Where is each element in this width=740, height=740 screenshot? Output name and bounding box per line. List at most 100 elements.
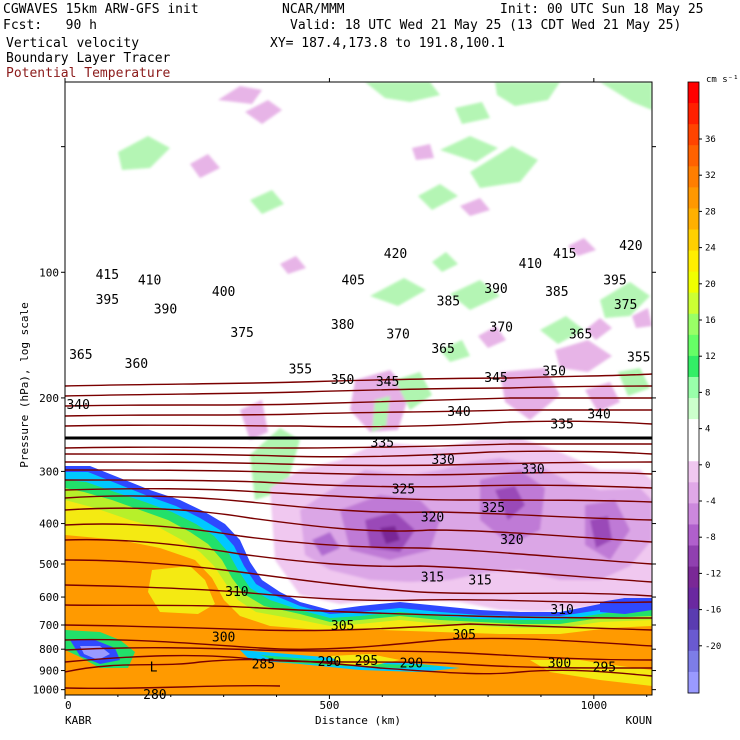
theta-label: 310 [550, 603, 573, 618]
colorbar-label: -4 [705, 497, 716, 507]
theta-label: 415 [96, 268, 119, 283]
colorbar-swatch [688, 229, 699, 252]
colorbar-frame [687, 81, 700, 694]
x-axis-ticks: 0 500 1000 [64, 78, 648, 712]
theta-label: 290 [318, 655, 341, 670]
colorbar-swatch [688, 398, 699, 420]
colorbar-label: 20 [705, 280, 716, 290]
colorbar-label: 0 [705, 461, 710, 471]
colorbar-swatch [688, 313, 699, 336]
colorbar-label: -20 [705, 642, 721, 652]
colorbar-swatch [688, 166, 699, 188]
cross-section-xy: XY= 187.4,173.8 to 191.8,100.1 [270, 36, 505, 51]
colorbar-label: 32 [705, 171, 716, 181]
y-tick-label: 500 [39, 558, 59, 571]
colorbar-label: 36 [705, 135, 716, 145]
colorbar-unit-label: cm s⁻¹ [706, 75, 739, 85]
plot-frame [64, 81, 653, 696]
theta-label: 330 [431, 453, 454, 468]
theta-label: 325 [392, 483, 415, 498]
theta-label: 415 [553, 247, 576, 262]
theta-label: 385 [437, 295, 460, 310]
colorbar-swatch [688, 208, 699, 230]
init-time: Init: 00 UTC Sun 18 May 25 [500, 2, 704, 17]
forecast-hour: Fcst: 90 h [3, 18, 97, 33]
y-tick-label: 300 [39, 465, 59, 478]
theta-label: 325 [482, 501, 505, 516]
theta-label: 420 [619, 239, 642, 254]
valid-time: Valid: 18 UTC Wed 21 May 25 (13 CDT Wed … [290, 18, 682, 33]
colorbar-swatch [688, 440, 699, 462]
theta-label: 395 [603, 273, 626, 288]
theta-label: 375 [230, 326, 253, 341]
field-boundary-layer-tracer: Boundary Layer Tracer [6, 51, 171, 66]
colorbar-swatch [688, 334, 699, 357]
model-title: CGWAVES 15km ARW-GFS init [3, 2, 199, 17]
y-axis-label: Pressure (hPa), log scale [18, 302, 31, 468]
colorbar-label: -12 [705, 569, 721, 579]
theta-label: 290 [400, 656, 423, 671]
colorbar-swatch [688, 461, 699, 483]
theta-label: 355 [289, 362, 312, 377]
y-axis-ticks: 100 200 300 400 500 600 700 800 900 1000 [33, 146, 656, 697]
y-tick-label: 400 [39, 518, 59, 531]
theta-label: 370 [490, 321, 513, 336]
colorbar-swatch [688, 545, 699, 568]
theta-label: 320 [500, 533, 523, 548]
theta-label: 390 [484, 282, 507, 297]
theta-label: 350 [331, 373, 354, 388]
colorbar-label: 12 [705, 352, 716, 362]
theta-label: 370 [386, 327, 409, 342]
x-tick-label: 500 [319, 699, 339, 712]
theta-label: 350 [542, 365, 565, 380]
colorbar-label: 28 [705, 207, 716, 217]
colorbar-swatch [688, 419, 699, 441]
colorbar-swatch [688, 503, 699, 525]
colorbar: 36 32 28 24 20 16 12 8 4 0 -4 -8 -12 -16 -20 [687, 81, 721, 694]
theta-label: 340 [447, 405, 470, 420]
theta-label: 365 [431, 342, 454, 357]
theta-label: 360 [125, 357, 148, 372]
colorbar-label: 16 [705, 316, 716, 326]
start-station-label: KABR [65, 714, 92, 727]
colorbar-swatch [688, 271, 699, 294]
theta-label: 345 [376, 375, 399, 390]
colorbar-label: 24 [705, 244, 716, 254]
theta-label: 395 [96, 293, 119, 308]
y-tick-label: 200 [39, 392, 59, 405]
colorbar-swatch [688, 82, 699, 104]
colorbar-swatch [688, 103, 699, 125]
y-tick-label: 700 [39, 619, 59, 632]
theta-label: 390 [154, 302, 177, 317]
colorbar-label: -8 [705, 533, 716, 543]
theta-label: 365 [569, 327, 592, 342]
theta-label: 295 [593, 660, 616, 675]
y-tick-label: 800 [39, 643, 59, 656]
colorbar-label: 8 [705, 388, 710, 398]
colorbar-swatch [688, 566, 699, 589]
theta-label: 310 [225, 585, 248, 600]
theta-label: 305 [453, 628, 476, 643]
theta-label: 330 [521, 462, 544, 477]
colorbar-swatch [688, 650, 699, 673]
theta-labels: 280 285 290 290 295 295 300 300 305 305 310 310 315 3… [66, 239, 650, 703]
theta-label: 335 [371, 436, 394, 451]
x-tick-label: 0 [65, 699, 72, 712]
theta-label: 420 [384, 247, 407, 262]
theta-label: 285 [252, 657, 275, 672]
colorbar-swatch [688, 629, 699, 652]
theta-label: 340 [587, 408, 610, 423]
colorbar-swatch [688, 145, 699, 167]
colorbar-swatch [688, 187, 699, 209]
colorbar-swatch [688, 376, 699, 399]
theta-label: 300 [212, 630, 235, 645]
theta-label: 295 [355, 654, 378, 669]
theta-label: 320 [421, 511, 444, 526]
colorbar-swatch [688, 482, 699, 504]
org-title: NCAR/MMM [282, 2, 345, 17]
theta-contours [65, 373, 652, 690]
y-tick-label: 600 [39, 591, 59, 604]
x-tick-label: 1000 [581, 699, 608, 712]
theta-label: 345 [484, 371, 507, 386]
colorbar-swatch [688, 250, 699, 273]
